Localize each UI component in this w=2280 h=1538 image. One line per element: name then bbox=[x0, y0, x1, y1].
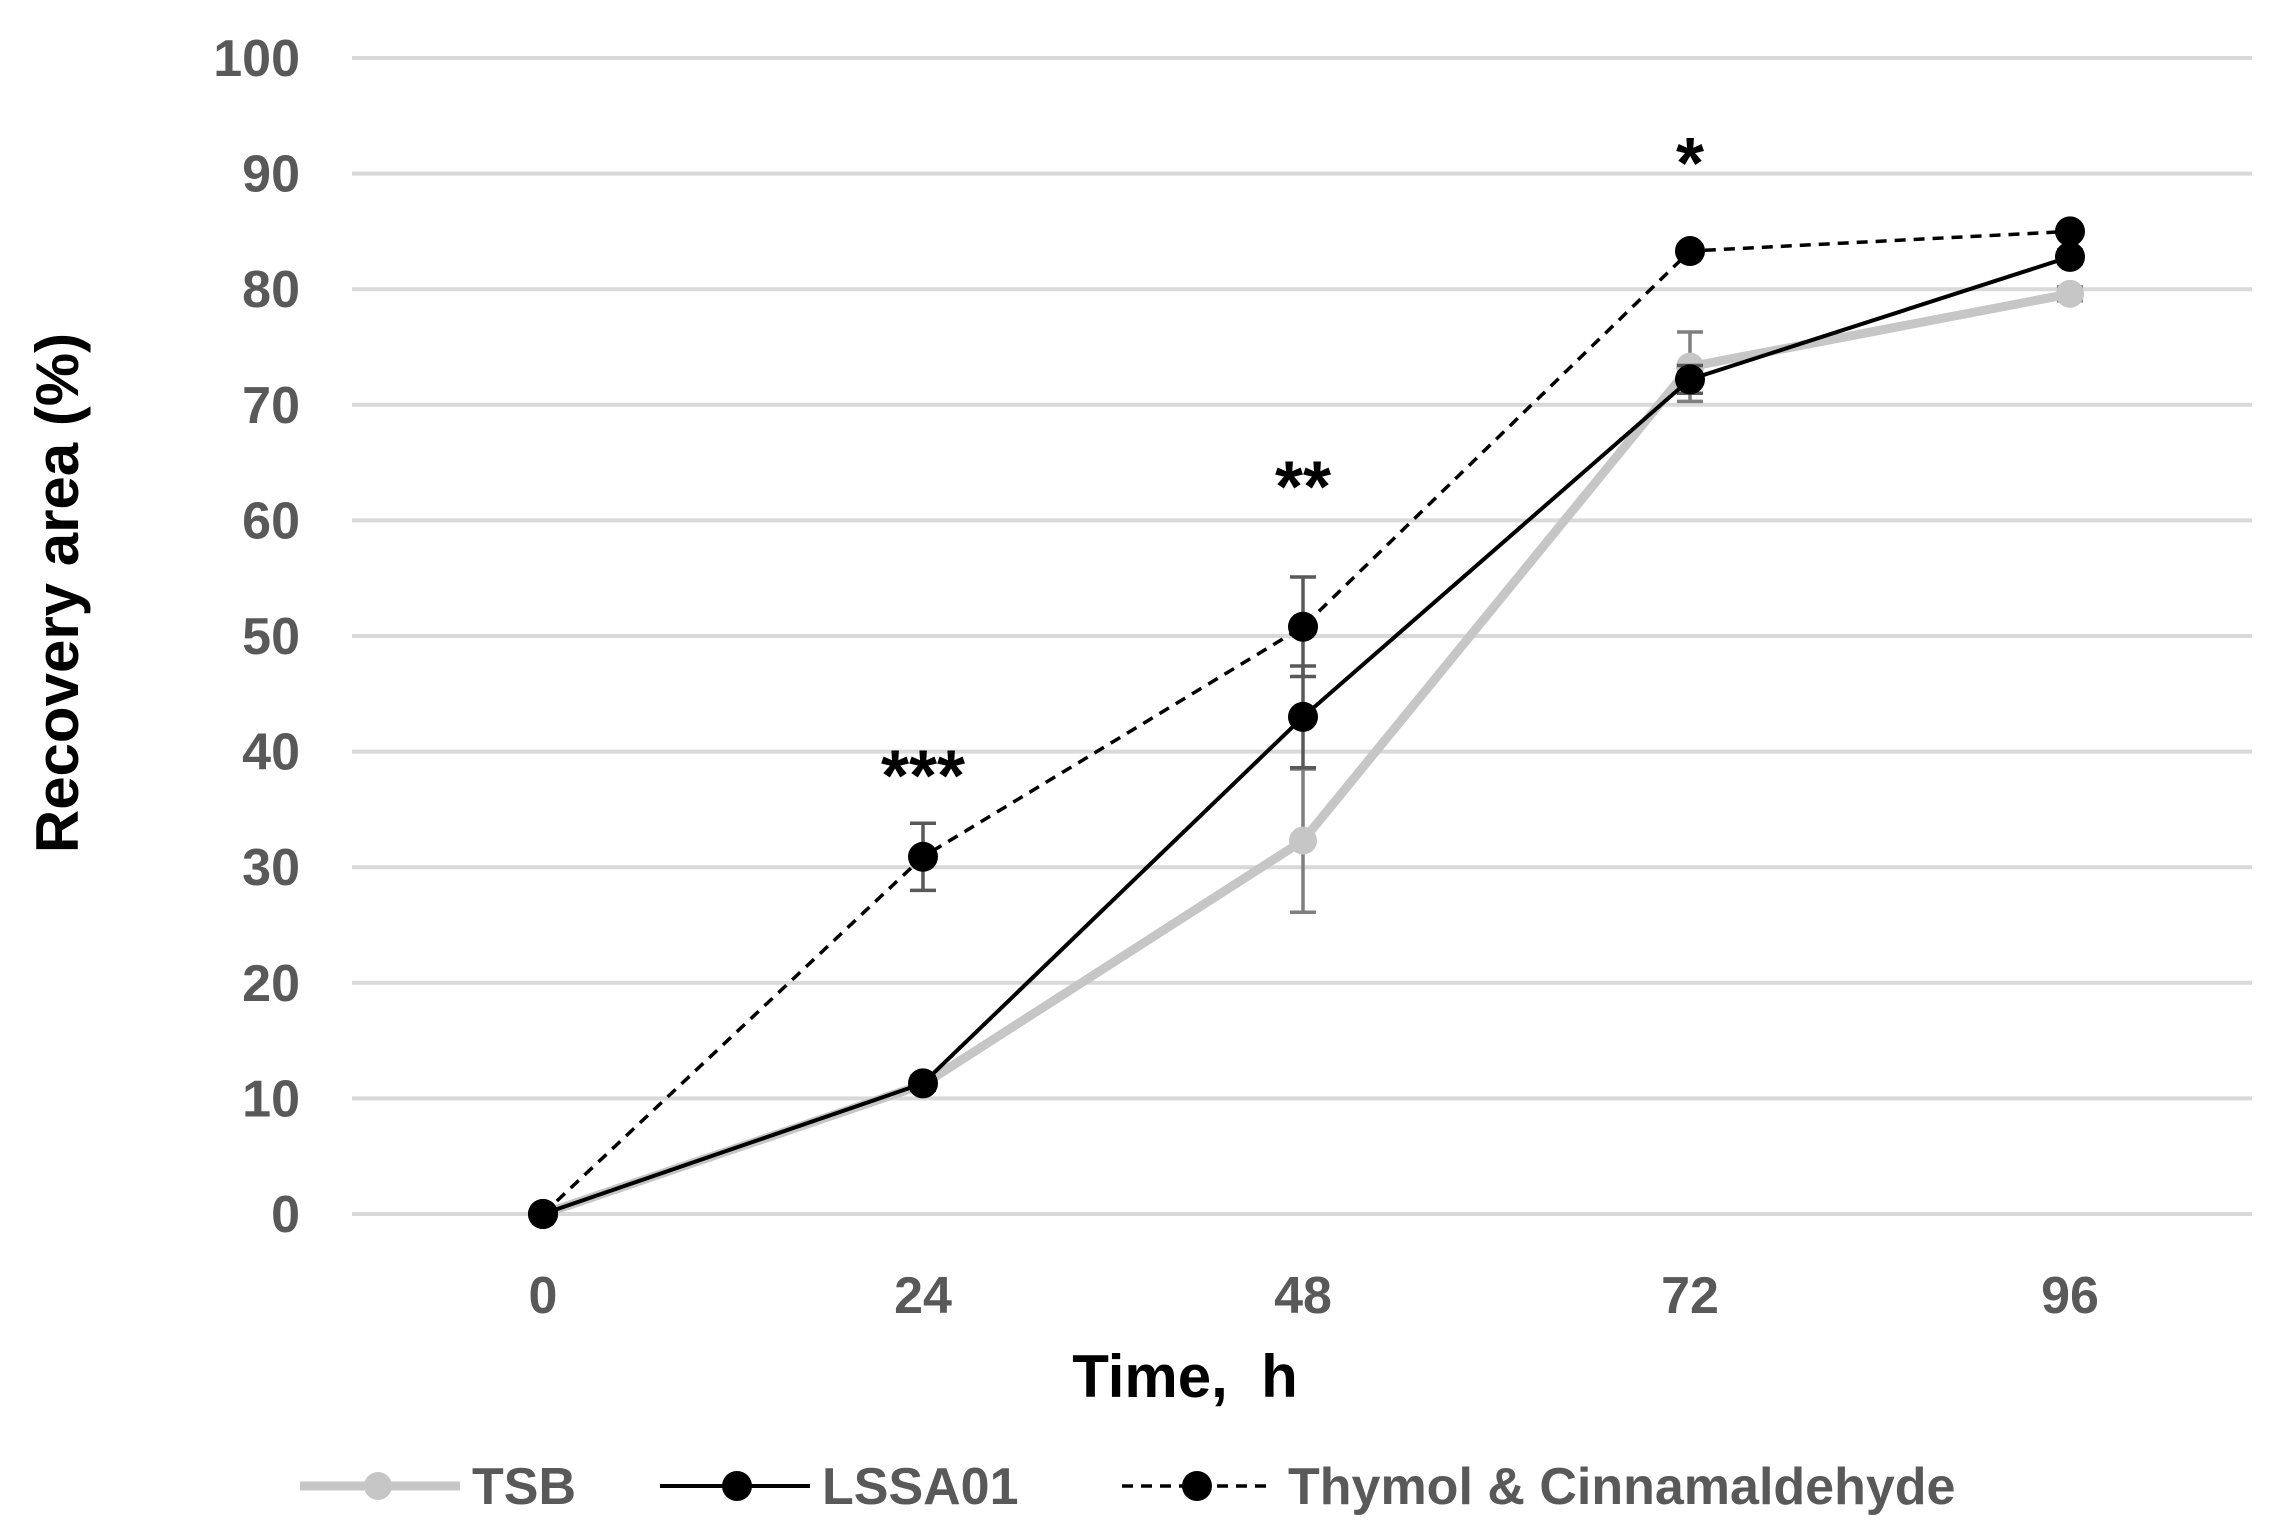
legend-marker bbox=[1182, 1471, 1212, 1501]
x-axis-title: Time, h bbox=[1072, 1343, 1298, 1410]
data-point bbox=[2055, 241, 2085, 272]
x-tick-label: 24 bbox=[894, 1267, 952, 1325]
y-tick-label: 40 bbox=[242, 724, 300, 782]
series-lssa01 bbox=[528, 241, 2085, 1229]
y-tick-label: 100 bbox=[213, 30, 300, 88]
series-line bbox=[542, 254, 2071, 1216]
data-point bbox=[908, 841, 938, 872]
legend-marker bbox=[364, 1472, 392, 1500]
data-point bbox=[1288, 611, 1318, 642]
legend-item: TSB bbox=[300, 1458, 576, 1516]
legend-label: TSB bbox=[472, 1458, 576, 1516]
significance-label: * bbox=[1676, 124, 1704, 204]
x-tick-label: 72 bbox=[1661, 1267, 1719, 1325]
series-tsb bbox=[529, 279, 2084, 1228]
x-tick-label: 0 bbox=[529, 1267, 558, 1325]
y-tick-label: 60 bbox=[242, 492, 300, 550]
significance-label: ** bbox=[1275, 448, 1331, 528]
series-line bbox=[541, 229, 2071, 1216]
x-tick-label: 96 bbox=[2041, 1267, 2099, 1325]
data-point bbox=[1288, 701, 1318, 732]
x-tick-label: 48 bbox=[1274, 1267, 1332, 1325]
data-series bbox=[528, 216, 2085, 1229]
significance-label: *** bbox=[881, 737, 965, 817]
legend-item: Thymol & Cinnamaldehyde bbox=[1122, 1458, 1955, 1516]
data-point bbox=[908, 1068, 938, 1099]
data-point bbox=[2056, 279, 2084, 308]
y-axis-tick-labels: 0 10 20 30 40 50 60 70 80 90 100 bbox=[213, 30, 300, 1244]
legend-label: LSSA01 bbox=[822, 1458, 1019, 1516]
y-tick-label: 80 bbox=[242, 261, 300, 319]
legend-label: Thymol & Cinnamaldehyde bbox=[1288, 1458, 1955, 1516]
data-point bbox=[528, 1199, 558, 1229]
y-tick-label: 20 bbox=[242, 955, 300, 1013]
y-tick-label: 90 bbox=[242, 146, 300, 204]
y-tick-label: 70 bbox=[242, 377, 300, 435]
y-tick-label: 50 bbox=[242, 608, 300, 666]
data-point bbox=[1675, 364, 1705, 395]
legend-marker bbox=[722, 1471, 752, 1501]
data-point bbox=[1289, 826, 1317, 855]
y-axis-title: Recovery area (%) bbox=[24, 333, 91, 853]
x-axis-tick-labels: 0 24 48 72 96 bbox=[529, 1267, 2099, 1325]
data-point bbox=[1675, 236, 1705, 267]
series-line bbox=[541, 289, 2071, 1219]
data-point bbox=[2055, 216, 2085, 247]
y-tick-label: 0 bbox=[271, 1186, 300, 1244]
legend-item: LSSA01 bbox=[660, 1458, 1019, 1516]
significance-annotations: ****** bbox=[881, 124, 1704, 817]
series-thymol-cinnamaldehyde bbox=[528, 216, 2085, 1229]
y-tick-label: 30 bbox=[242, 839, 300, 897]
y-tick-label: 10 bbox=[242, 1070, 300, 1128]
legend: TSB LSSA01 Thymol & Cinnamaldehyde bbox=[300, 1458, 1955, 1516]
